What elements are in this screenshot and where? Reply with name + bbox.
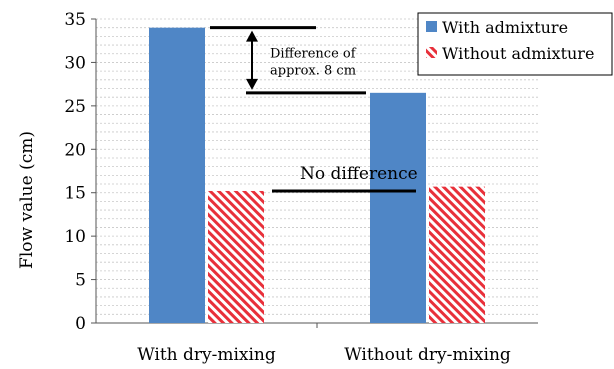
difference-label-line1: Difference of [270,47,357,62]
y-tick-label: 15 [64,184,86,204]
y-tick-label: 10 [64,227,86,247]
bars [149,27,485,323]
bar-without-admixture [208,190,264,323]
x-tick-label: With dry-mixing [137,345,276,365]
x-tick-label: Without dry-mixing [344,345,511,365]
bar-without-admixture [429,186,485,323]
legend-swatch [426,21,437,32]
y-tick-label: 25 [64,97,86,117]
bar-with-admixture [370,92,426,323]
legend-box [417,12,613,76]
y-tick-label: 20 [64,140,86,160]
difference-arrow-head-up [246,30,258,42]
axes: 0 5 10 15 20 25 30 35 With dry-mixing Without dry… [64,10,538,365]
y-axis-label: Flow value (cm) [17,131,37,269]
difference-label-line2: approx. 8 cm [270,64,356,79]
legend-swatch [426,47,437,58]
difference-arrow-head-down [246,78,258,90]
y-tick-label: 0 [75,314,86,334]
y-tick-label: 30 [64,53,86,73]
bar-with-admixture [149,27,205,323]
y-tick-label: 5 [75,271,86,291]
legend-label: Without admixture [442,44,594,63]
legend: With admixture Without admixture [417,12,613,76]
legend-label: With admixture [442,18,568,37]
annotations: Difference of approx. 8 cm No difference [210,26,418,193]
y-tick-label: 35 [64,10,86,30]
no-difference-label: No difference [300,164,418,184]
